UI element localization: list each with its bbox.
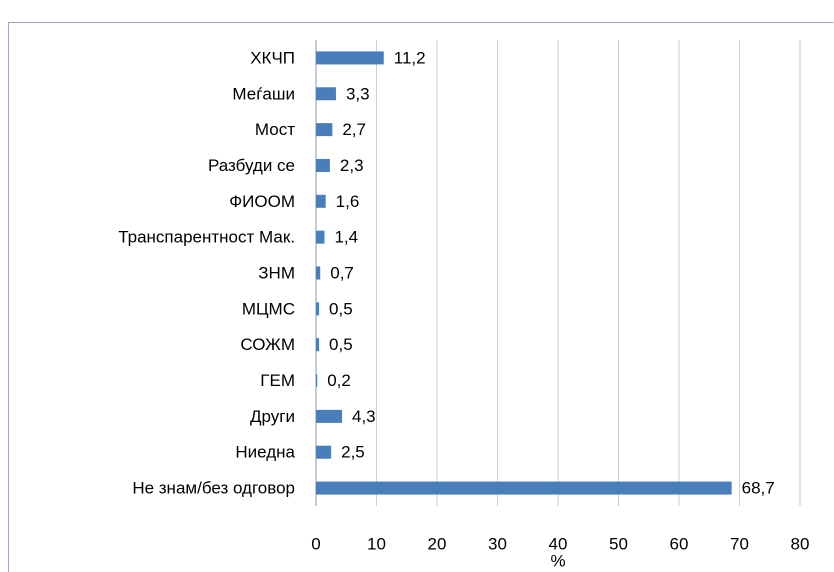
data-label: 0,7: [330, 263, 354, 282]
y-tick-label: Други: [250, 407, 295, 426]
data-label: 0,5: [329, 335, 353, 354]
x-tick-label: 20: [428, 534, 447, 553]
x-tick-label: 10: [367, 534, 386, 553]
y-tick-label: Не знам/без одговор: [132, 479, 295, 498]
y-tick-label: Мост: [255, 120, 295, 139]
bar: [316, 374, 318, 388]
x-axis-label: %: [550, 551, 565, 570]
y-tick-label: СОЖМ: [240, 335, 295, 354]
data-label: 2,7: [342, 120, 366, 139]
x-tick-label: 50: [609, 534, 628, 553]
data-label: 4,3: [352, 407, 376, 426]
chart-border: [8, 22, 834, 572]
data-label: 3,3: [346, 84, 370, 103]
bar: [316, 51, 384, 65]
x-tick-label: 70: [730, 534, 749, 553]
data-label: 0,2: [327, 371, 351, 390]
y-tick-label: Ниедна: [235, 443, 295, 462]
y-tick-label: ЗНМ: [258, 263, 295, 282]
y-tick-label: Меѓаши: [232, 84, 295, 103]
x-tick-label: 30: [488, 534, 507, 553]
y-tick-label: ГЕМ: [260, 371, 295, 390]
bar: [316, 194, 326, 208]
y-tick-label: Транспарентност Мак.: [118, 228, 295, 247]
x-tick-label: 60: [670, 534, 689, 553]
bar: [316, 445, 332, 459]
data-label: 2,3: [340, 156, 364, 175]
x-tick-label: 0: [311, 534, 320, 553]
data-label: 11,2: [394, 48, 426, 67]
bar: [316, 123, 333, 137]
y-tick-label: МЦМС: [242, 299, 295, 318]
data-label: 0,5: [329, 299, 353, 318]
bar: [316, 87, 336, 101]
bar: [316, 338, 320, 352]
bar: [316, 230, 325, 244]
data-label: 1,4: [334, 228, 358, 247]
y-tick-label: ФИООМ: [229, 192, 295, 211]
x-tick-label: 80: [791, 534, 810, 553]
bar: [316, 158, 330, 172]
data-label: 1,6: [336, 192, 360, 211]
bar: [316, 302, 320, 316]
bar: [316, 409, 343, 423]
y-tick-label: ХКЧП: [250, 48, 295, 67]
bar: [316, 481, 732, 495]
x-tick-label: 40: [549, 534, 568, 553]
data-label: 2,5: [341, 443, 365, 462]
bar: [316, 266, 321, 280]
y-tick-label: Разбуди се: [208, 156, 295, 175]
data-label: 68,7: [742, 479, 775, 498]
